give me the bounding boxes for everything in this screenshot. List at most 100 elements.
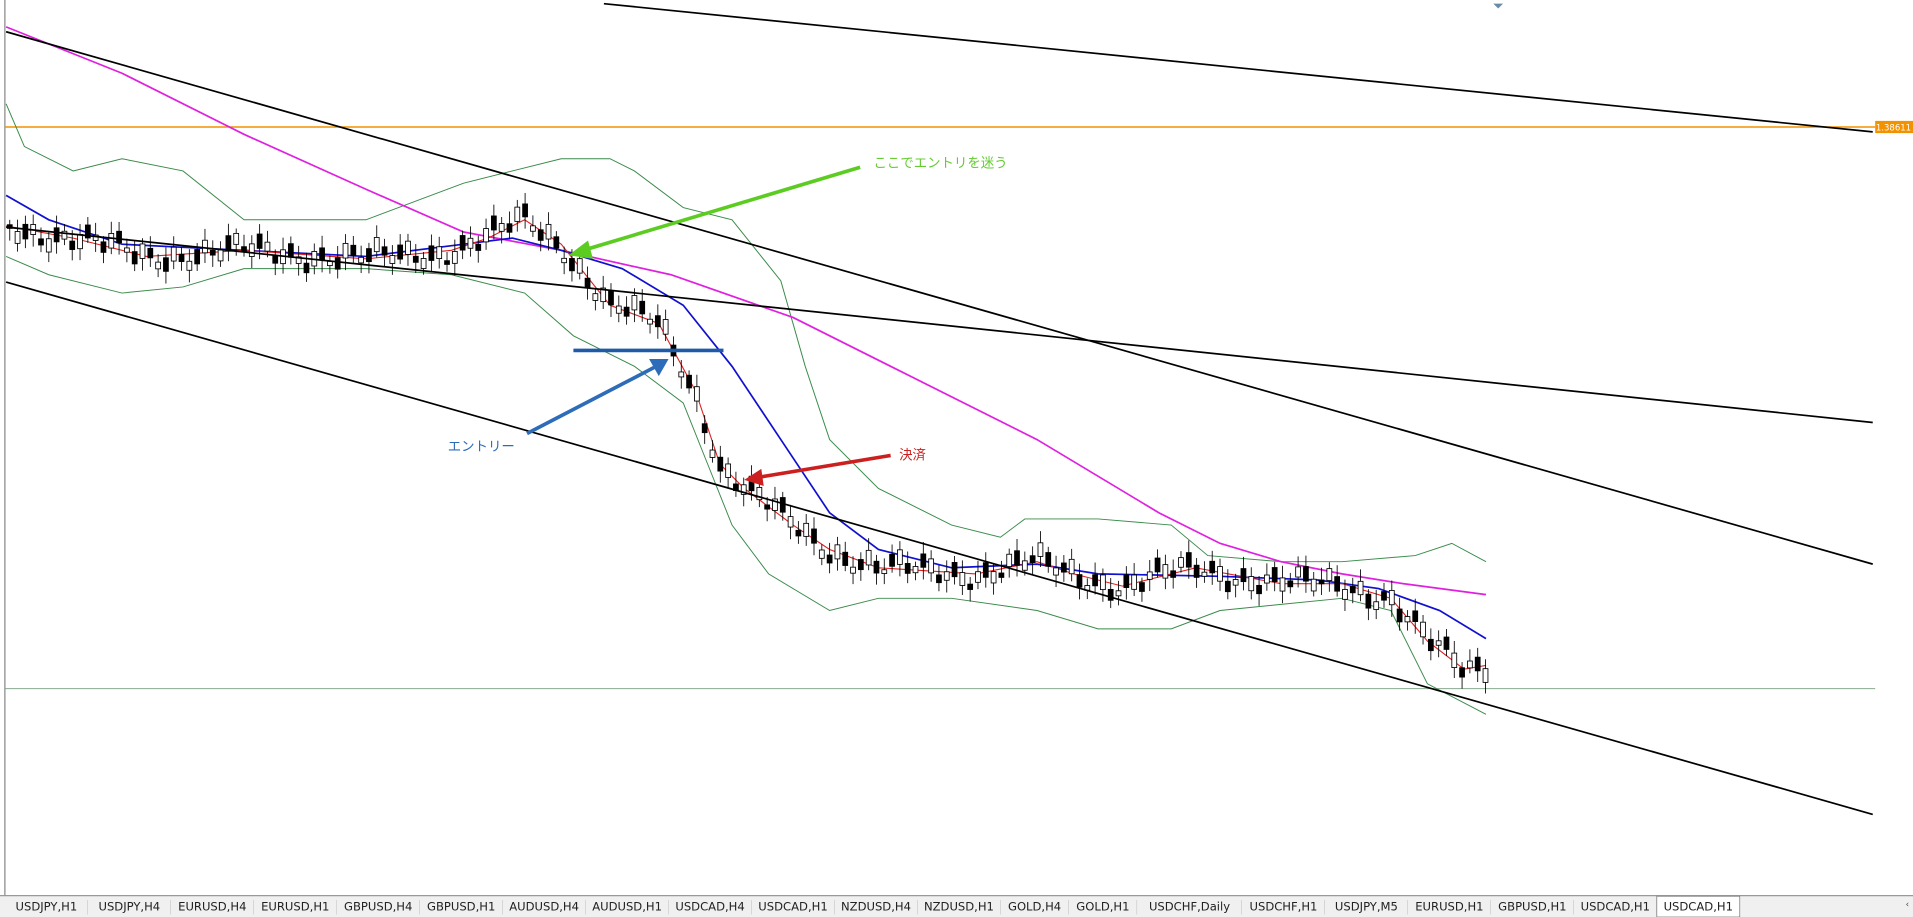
candle-body xyxy=(522,203,528,218)
candle-body xyxy=(1334,576,1341,592)
tab-label[interactable]: GOLD,H4 xyxy=(1008,900,1061,914)
candle-body xyxy=(287,243,294,258)
candle-body xyxy=(1201,571,1208,577)
tabs: USDJPY,H1 USDJPY,H4 EURUSD,H4 EURUSD,H1 GBPU… xyxy=(4,895,1741,917)
tab-label[interactable]: USDCAD,H1 xyxy=(758,900,827,914)
candle-body xyxy=(928,558,934,574)
tab[interactable] xyxy=(1407,897,1491,916)
candle-body xyxy=(1318,579,1325,585)
trend-lines xyxy=(5,2,1873,816)
candle-body xyxy=(1162,564,1169,579)
candle-body xyxy=(592,293,599,301)
tab-label[interactable]: USDCHF,H1 xyxy=(1250,900,1318,914)
tab-label[interactable]: NZDUSD,H1 xyxy=(924,900,994,914)
tab[interactable] xyxy=(502,897,586,916)
candle-body xyxy=(631,295,638,311)
candle-body xyxy=(1459,667,1465,678)
tab[interactable] xyxy=(751,897,835,916)
candle-body xyxy=(561,257,568,264)
tab[interactable] xyxy=(1324,897,1408,916)
candle-body xyxy=(373,237,380,253)
candle-body xyxy=(69,240,76,250)
tab-label[interactable]: USDCAD,H4 xyxy=(675,900,744,914)
tab-label[interactable]: USDCAD,H1 xyxy=(1581,900,1650,914)
candle-body xyxy=(818,549,825,559)
tab[interactable] xyxy=(1000,897,1069,916)
tab[interactable] xyxy=(4,897,88,916)
tab[interactable] xyxy=(87,897,171,916)
candle-body xyxy=(709,449,716,458)
candle-body xyxy=(381,246,388,256)
candle-body xyxy=(1373,601,1380,610)
candle-body xyxy=(428,245,435,261)
candle-body xyxy=(459,235,466,251)
candle-body xyxy=(124,247,130,253)
tab-label[interactable]: EURUSD,H1 xyxy=(1415,900,1483,914)
candle-body xyxy=(1420,621,1426,638)
tab[interactable] xyxy=(585,897,669,916)
tab-label[interactable]: USDJPY,H4 xyxy=(98,900,160,914)
candle-body xyxy=(904,563,911,574)
candle-body xyxy=(1076,574,1083,588)
scroll-button[interactable]: ‹ xyxy=(1906,900,1909,910)
tab-label[interactable]: NZDUSD,H4 xyxy=(841,900,911,914)
candle-body xyxy=(1435,640,1442,646)
candle-body xyxy=(772,498,778,511)
tab-label[interactable]: EURUSD,H1 xyxy=(261,900,329,914)
tab[interactable] xyxy=(336,897,420,916)
tab-label[interactable]: AUDUSD,H4 xyxy=(509,900,579,914)
tab-label[interactable]: GBPUSD,H4 xyxy=(344,900,412,914)
tab[interactable] xyxy=(1490,897,1574,916)
candle-body xyxy=(295,256,302,264)
tab-label[interactable]: USDJPY,M5 xyxy=(1335,900,1398,914)
candle-body xyxy=(1287,580,1294,588)
candle-body xyxy=(1037,542,1044,557)
candle-body xyxy=(405,240,411,255)
tab-label[interactable]: USDJPY,H1 xyxy=(16,900,78,914)
candle-body xyxy=(1053,567,1059,576)
candle-body xyxy=(1310,578,1317,592)
tab[interactable] xyxy=(668,897,752,916)
tab-label[interactable]: USDCAD,H1 xyxy=(1664,900,1733,914)
tab[interactable] xyxy=(1241,897,1325,916)
tab[interactable] xyxy=(1137,897,1242,916)
trend-line xyxy=(5,30,1873,565)
candle-body xyxy=(857,559,864,571)
candle-body xyxy=(77,234,83,250)
tab-label[interactable]: GBPUSD,H1 xyxy=(427,900,495,914)
candle-body xyxy=(569,258,575,272)
candle-body xyxy=(248,243,255,257)
tab[interactable] xyxy=(1573,897,1657,916)
candle-body xyxy=(1139,582,1145,592)
tab[interactable] xyxy=(834,897,918,916)
candle-body xyxy=(1264,574,1270,584)
tab[interactable] xyxy=(419,897,503,916)
tab-label[interactable]: GBPUSD,H1 xyxy=(1498,900,1566,914)
candle-body xyxy=(803,522,810,537)
tab[interactable] xyxy=(1656,895,1741,917)
candle-body xyxy=(1271,567,1278,583)
candle-body xyxy=(467,237,474,249)
candle-body xyxy=(514,206,521,222)
candle-body xyxy=(178,253,185,262)
tab-label[interactable]: EURUSD,H4 xyxy=(178,900,246,914)
bollinger-upper xyxy=(5,103,1487,563)
tab[interactable] xyxy=(253,897,337,916)
tab[interactable] xyxy=(170,897,254,916)
candle-body xyxy=(264,241,271,252)
candle-body xyxy=(623,306,630,317)
tab[interactable] xyxy=(1068,897,1138,916)
tab-label[interactable]: USDCHF,Daily xyxy=(1149,900,1230,914)
candle-body xyxy=(850,566,856,574)
candle-body xyxy=(217,249,224,262)
tab-label[interactable]: GOLD,H1 xyxy=(1076,900,1129,914)
tab-label[interactable]: AUDUSD,H1 xyxy=(592,900,662,914)
candle-body xyxy=(959,572,966,586)
candle-body xyxy=(241,246,247,253)
candle-body xyxy=(1107,588,1114,601)
moving-average-long xyxy=(5,26,1487,596)
candle-body xyxy=(787,516,794,528)
tab[interactable] xyxy=(917,897,1001,916)
